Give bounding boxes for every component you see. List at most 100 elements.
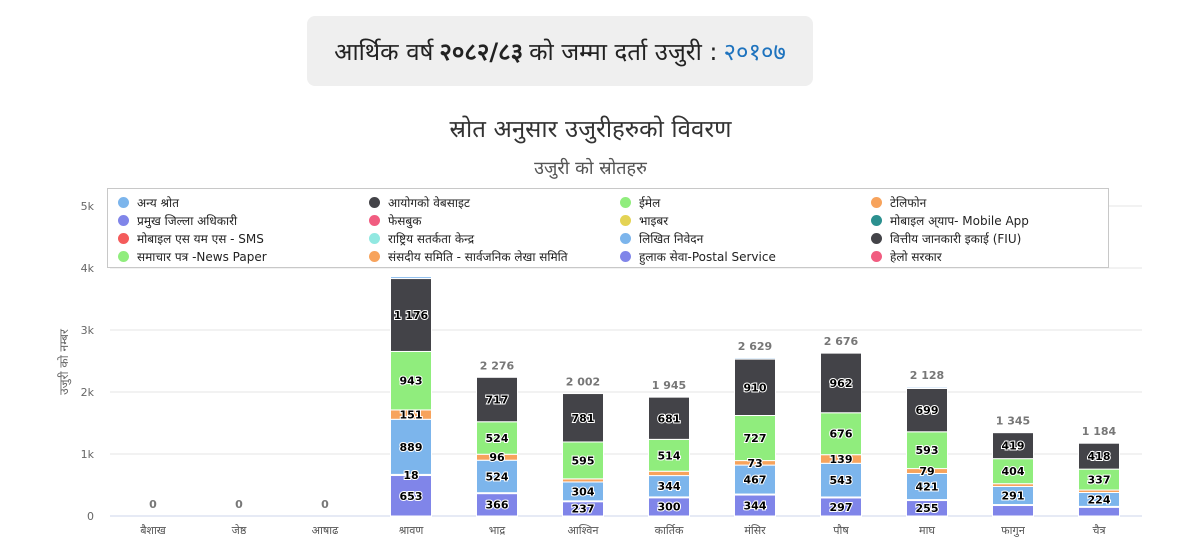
legend-label: भाइबर — [639, 213, 669, 228]
segment-label: 304 — [572, 485, 595, 498]
bar-segment[interactable] — [820, 352, 862, 414]
bar-segment[interactable] — [734, 414, 776, 462]
segment-label: 943 — [400, 375, 423, 388]
legend-label: फेसबुक — [388, 213, 422, 228]
bar-segment[interactable] — [476, 421, 518, 455]
legend-item[interactable]: संसदीय समिति - सार्वजनिक लेखा समिति — [369, 247, 620, 265]
x-tick-label: भाद्र — [489, 524, 506, 537]
bar-segment[interactable] — [562, 441, 604, 480]
legend-item[interactable]: वित्तीय जानकारी इकाई (FIU) — [871, 229, 1120, 247]
segment-label: 543 — [830, 474, 853, 487]
segment-label: 653 — [400, 490, 423, 503]
segment-label: 297 — [830, 501, 853, 514]
legend-label: लिखित निवेदन — [639, 231, 704, 246]
bar-segment[interactable] — [992, 432, 1034, 460]
legend-item[interactable]: अन्य श्रोत — [118, 193, 369, 211]
bar-segment[interactable] — [820, 462, 862, 498]
legend-marker-icon — [118, 196, 129, 208]
segment-label: 467 — [744, 474, 767, 487]
segment-label: 699 — [916, 404, 939, 417]
bar-segment[interactable] — [820, 412, 862, 456]
legend-item[interactable]: मोबाइल अ्याप- Mobile App — [871, 211, 1120, 229]
legend-label: मोबाइल एस यम एस - SMS — [137, 231, 264, 246]
total-label: 2 002 — [566, 376, 600, 389]
y-axis-label: उजुरी को नम्बर — [57, 328, 72, 395]
total-label: 0 — [149, 498, 157, 511]
total-complaints: २०१०७ — [723, 37, 786, 66]
total-label: 0 — [321, 498, 329, 511]
legend-item[interactable]: आयोगको वेबसाइट — [369, 193, 620, 211]
legend-item[interactable]: हेलो सरकार — [871, 247, 1120, 265]
legend-label: समाचार पत्र -News Paper — [137, 249, 267, 264]
segment-label: 300 — [658, 501, 681, 514]
segment-label: 676 — [830, 428, 853, 441]
bar-segment[interactable] — [1078, 442, 1120, 470]
bar-segment[interactable] — [992, 504, 1034, 517]
bar-segment[interactable] — [906, 387, 948, 433]
segment-label: 1 176 — [394, 309, 429, 322]
segment-label: 727 — [744, 432, 767, 445]
segment-label: 889 — [400, 441, 423, 454]
bar-segment[interactable] — [906, 386, 948, 389]
legend-item[interactable]: लिखित निवेदन — [620, 229, 871, 247]
segment-label: 781 — [572, 412, 595, 425]
legend-item[interactable]: प्रमुख जिल्ला अधिकारी — [118, 211, 369, 229]
bar-segment[interactable] — [648, 470, 690, 477]
summary-prefix: आर्थिक वर्ष — [334, 37, 434, 66]
bar-segment[interactable] — [390, 276, 432, 280]
legend-label: मोबाइल अ्याप- Mobile App — [890, 213, 1029, 228]
segment-label: 18 — [403, 469, 418, 482]
legend-marker-icon — [118, 250, 129, 262]
legend-marker-icon — [620, 214, 631, 226]
segment-label: 255 — [916, 502, 939, 515]
segment-label: 418 — [1088, 450, 1111, 463]
legend-marker-icon — [620, 250, 631, 262]
legend-item[interactable]: समाचार पत्र -News Paper — [118, 247, 369, 265]
bar-segment[interactable] — [562, 393, 604, 443]
bar-segment[interactable] — [906, 472, 948, 501]
bar-segment[interactable] — [476, 459, 518, 494]
bar-segment[interactable] — [390, 350, 432, 411]
legend-item[interactable]: फेसबुक — [369, 211, 620, 229]
segment-label: 73 — [747, 457, 762, 470]
bar-segment[interactable] — [734, 358, 776, 416]
legend-item[interactable]: राष्ट्रिय सतर्कता केन्द्र — [369, 229, 620, 247]
legend-item[interactable]: भाइबर — [620, 211, 871, 229]
legend-item[interactable]: ईमेल — [620, 193, 871, 211]
segment-label: 514 — [658, 449, 681, 462]
y-tick-label: 2k — [81, 386, 95, 399]
segment-label: 681 — [658, 412, 681, 425]
bar-segment[interactable] — [390, 418, 432, 475]
x-tick-label: आषाढ — [312, 524, 339, 537]
legend-item[interactable]: टेलिफोन — [871, 193, 1120, 211]
legend-marker-icon — [118, 214, 129, 226]
bar-segment[interactable] — [734, 357, 776, 360]
legend-label: संसदीय समिति - सार्वजनिक लेखा समिति — [388, 249, 568, 264]
legend-label: अन्य श्रोत — [137, 195, 179, 210]
segment-label: 237 — [572, 503, 595, 516]
y-tick-label: 5k — [81, 200, 95, 213]
segment-label: 910 — [744, 381, 767, 394]
segment-label: 366 — [486, 499, 509, 512]
segment-label: 224 — [1088, 493, 1111, 506]
x-tick-label: मंसिर — [744, 524, 766, 537]
bar-segment[interactable] — [648, 396, 690, 440]
legend-label: प्रमुख जिल्ला अधिकारी — [137, 213, 238, 228]
x-tick-label: कार्तिक — [655, 524, 684, 537]
bar-segment[interactable] — [648, 438, 690, 472]
legend-marker-icon — [369, 196, 380, 208]
legend-label: हेलो सरकार — [890, 249, 942, 264]
x-tick-label: फागुन — [1001, 524, 1026, 537]
segment-label: 291 — [1002, 490, 1025, 503]
total-label: 2 629 — [738, 340, 772, 353]
legend-item[interactable]: हुलाक सेवा-Postal Service — [620, 247, 871, 265]
bar-segment[interactable] — [1078, 506, 1120, 517]
segment-label: 595 — [572, 454, 595, 467]
legend-label: राष्ट्रिय सतर्कता केन्द्र — [388, 231, 475, 246]
bar-segment[interactable] — [476, 376, 518, 423]
fiscal-year: २०८२/८३ — [439, 37, 524, 66]
y-axis: 0 1k 2k 3k 4k 5k — [81, 200, 95, 523]
legend-item[interactable]: मोबाइल एस यम एस - SMS — [118, 229, 369, 247]
bar-segment[interactable] — [390, 475, 432, 517]
